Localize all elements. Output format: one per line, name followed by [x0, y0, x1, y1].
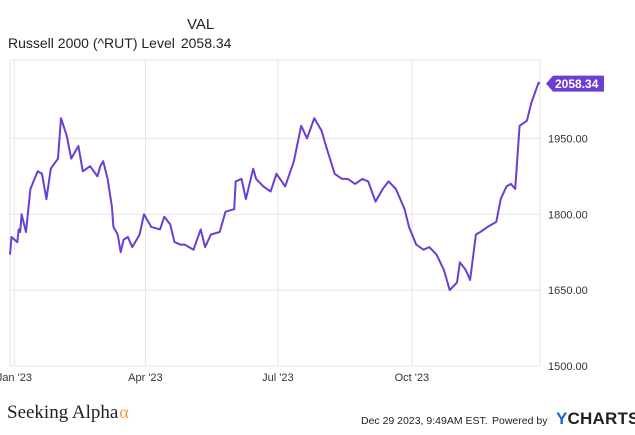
chart-header-ticker: VAL	[187, 16, 215, 33]
last-value-marker	[546, 75, 604, 92]
ycharts-logo[interactable]: YCHARTS	[556, 409, 635, 429]
y-tick-label: 1950.00	[548, 133, 588, 145]
x-tick-label: Jan '23	[0, 372, 32, 384]
y-tick-label: 1800.00	[548, 209, 588, 221]
legend-series: Russell 2000 (^RUT) Level 2058.34	[8, 35, 231, 51]
last-value-label: 2058.34	[555, 77, 599, 91]
chart-timestamp: Dec 29 2023, 9:49AM EST.	[361, 415, 488, 427]
powered-by-label: Powered by	[492, 415, 548, 427]
ycharts-text: CHARTS	[567, 409, 635, 428]
x-tick-label: Jul '23	[262, 372, 293, 384]
y-tick-label: 1650.00	[548, 285, 588, 297]
ycharts-y: Y	[556, 409, 568, 428]
brand-name: Seeking Alpha	[7, 402, 119, 423]
y-tick-label: 1500.00	[548, 361, 588, 373]
plot-area-frame	[9, 59, 541, 367]
legend-series-value: 2058.34	[180, 35, 232, 51]
x-tick-label: Oct '23	[395, 372, 430, 384]
legend-series-name: Russell 2000 (^RUT) Level	[8, 35, 175, 51]
x-tick-label: Apr '23	[128, 372, 163, 384]
series-line-russell-2000	[9, 81, 541, 292]
seeking-alpha-logo[interactable]: Seeking Alphaα	[7, 402, 129, 424]
alpha-symbol: α	[119, 402, 129, 422]
